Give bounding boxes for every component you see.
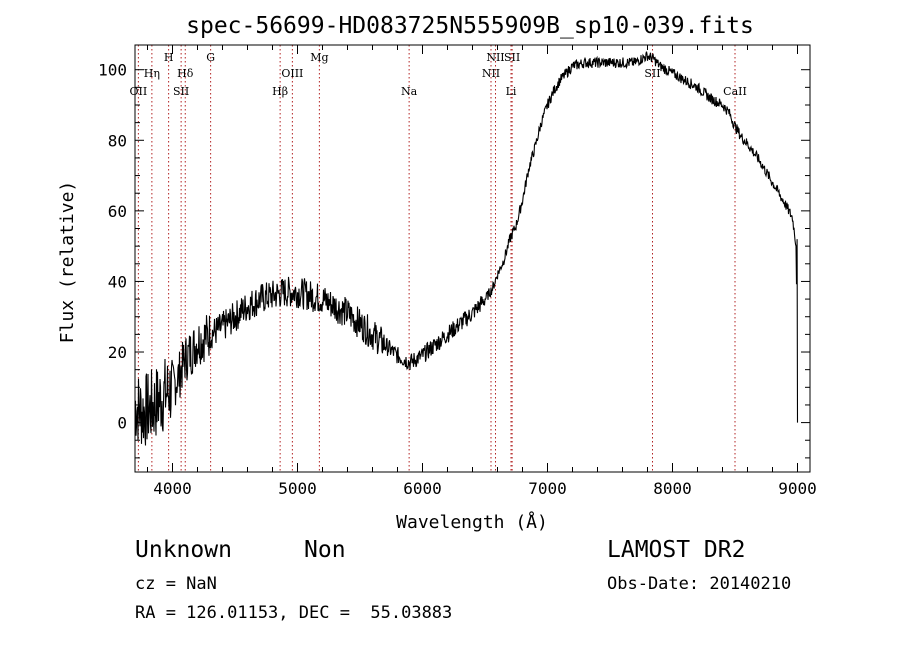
- y-tick-label: 0: [117, 414, 127, 433]
- line-label: OII: [130, 85, 148, 98]
- line-label: G: [206, 51, 215, 64]
- x-tick-label: 9000: [778, 479, 817, 498]
- object-class: Non: [304, 537, 346, 563]
- plot-frame: [134, 44, 811, 473]
- y-tick-label: 80: [108, 131, 127, 150]
- line-label: NII: [486, 51, 504, 64]
- y-tick-label: 40: [108, 272, 127, 291]
- line-label: CaII: [723, 85, 747, 98]
- line-label: OIII: [281, 67, 303, 80]
- object-name: Unknown: [135, 537, 232, 563]
- redshift-label: cz = NaN: [135, 574, 217, 594]
- line-label: SII: [644, 67, 660, 80]
- x-tick-label: 6000: [403, 479, 442, 498]
- x-tick-label: 5000: [278, 479, 317, 498]
- x-tick-label: 4000: [153, 479, 192, 498]
- line-label: Na: [401, 85, 418, 98]
- line-label: SII: [173, 85, 189, 98]
- chart-title: spec-56699-HD083725N555909B_sp10-039.fit…: [186, 13, 754, 39]
- axes: 4000 5000 6000 7000 8000 9000 0 20 40 60 80 100: [98, 45, 817, 498]
- line-label: H: [164, 51, 174, 64]
- x-tick-label: 7000: [528, 479, 567, 498]
- x-axis-label: Wavelength (Å): [396, 511, 548, 533]
- y-tick-label: 100: [98, 61, 127, 80]
- flux-series-line: [134, 51, 799, 446]
- y-axis-label: Flux (relative): [57, 181, 78, 344]
- line-label: NII: [482, 67, 500, 80]
- y-tick-label: 20: [108, 343, 127, 362]
- obs-date: Obs-Date: 20140210: [607, 574, 792, 594]
- y-tick-label: 60: [108, 202, 127, 221]
- x-tick-label: 8000: [653, 479, 692, 498]
- survey-name: LAMOST DR2: [607, 537, 746, 563]
- line-label: Hδ: [177, 67, 194, 80]
- coordinates: RA = 126.01153, DEC = 55.03883: [135, 603, 453, 623]
- line-label: SII: [504, 51, 520, 64]
- line-label: Mg: [310, 51, 328, 64]
- line-label: Hη: [144, 67, 160, 80]
- line-label: Hβ: [272, 85, 288, 98]
- line-label: Li: [506, 85, 517, 98]
